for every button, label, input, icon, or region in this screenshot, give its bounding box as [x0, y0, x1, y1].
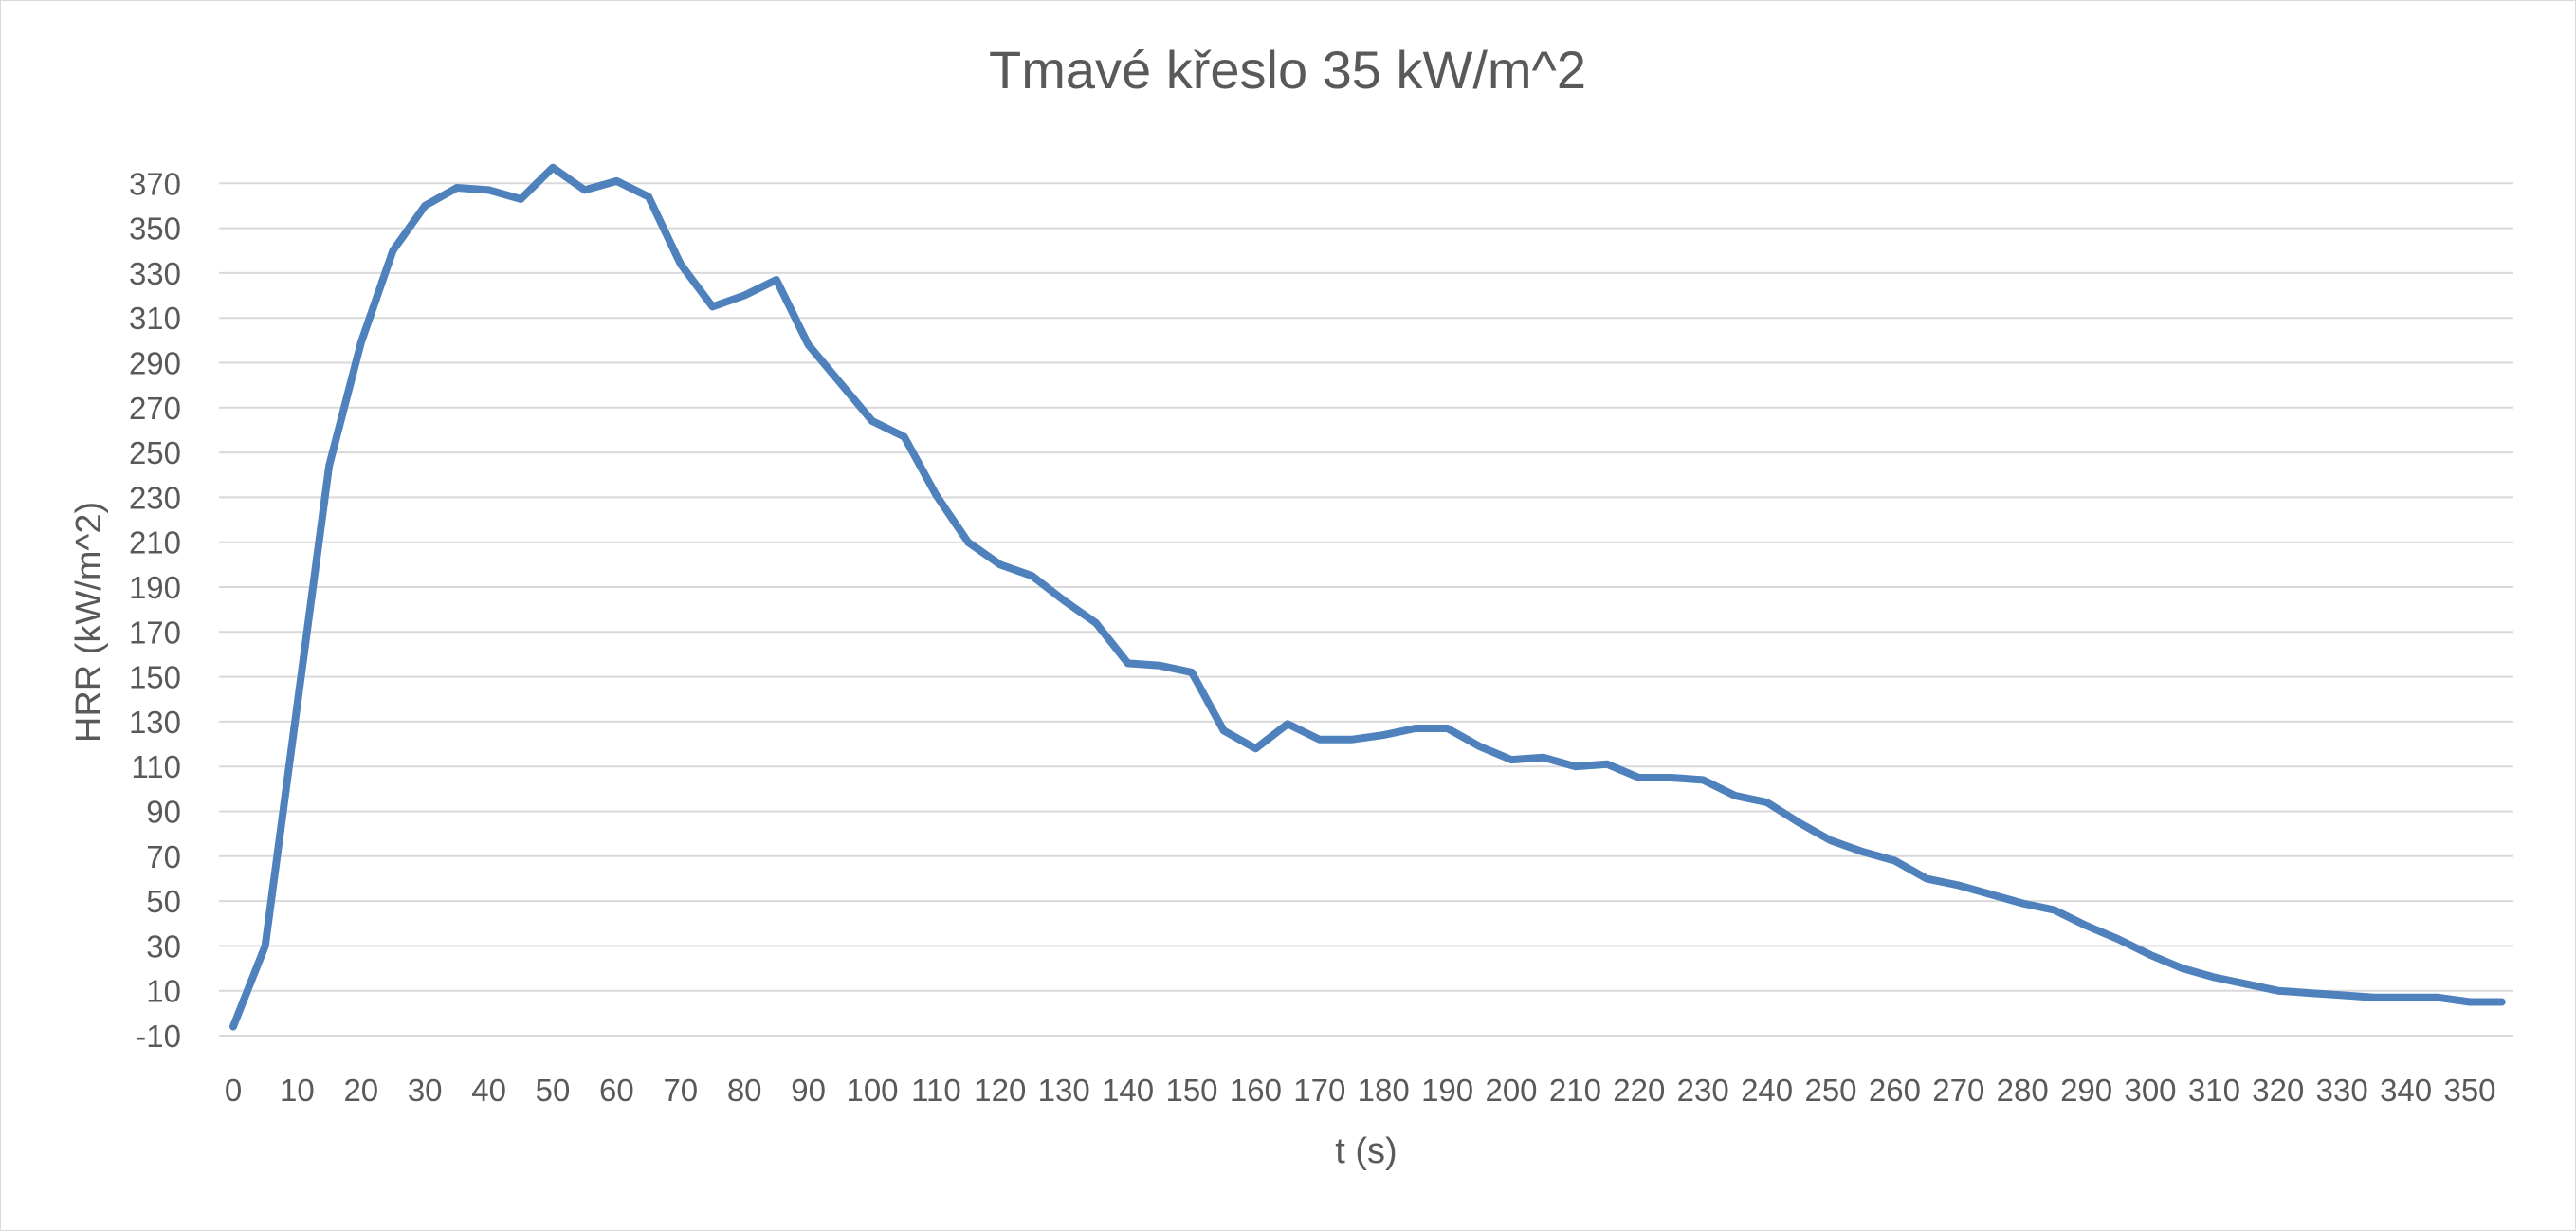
x-tick-label: 300	[2124, 1073, 2176, 1108]
x-tick-label: 330	[2316, 1073, 2368, 1108]
x-axis-tick-labels: 0 10 20 30 40 50 60 70 80 90 100 110 120 130 140 150 160…	[225, 1073, 2496, 1108]
x-tick-label: 20	[343, 1073, 378, 1108]
x-tick-label: 340	[2380, 1073, 2432, 1108]
x-tick-label: 270	[1932, 1073, 1984, 1108]
x-tick-label: 170	[1293, 1073, 1345, 1108]
x-tick-label: 290	[2060, 1073, 2112, 1108]
y-tick-label: 210	[129, 525, 181, 560]
x-tick-label: 190	[1421, 1073, 1473, 1108]
x-tick-label: 70	[663, 1073, 698, 1108]
x-tick-label: 220	[1613, 1073, 1665, 1108]
y-axis-title: HRR (kW/m^2)	[69, 502, 109, 743]
x-tick-label: 40	[471, 1073, 506, 1108]
y-tick-label: 110	[131, 749, 181, 784]
x-tick-label: 230	[1677, 1073, 1729, 1108]
x-tick-label: 310	[2188, 1073, 2240, 1108]
x-tick-label: 200	[1485, 1073, 1537, 1108]
x-tick-label: 240	[1741, 1073, 1793, 1108]
x-tick-label: 0	[225, 1073, 242, 1108]
x-tick-label: 110	[911, 1073, 961, 1108]
y-tick-label: 170	[129, 615, 181, 650]
y-tick-label: 270	[129, 391, 181, 426]
chart-title: Tmavé křeslo 35 kW/m^2	[989, 40, 1586, 100]
x-tick-label: 60	[599, 1073, 634, 1108]
y-tick-label: 150	[129, 660, 181, 695]
x-tick-label: 30	[408, 1073, 443, 1108]
y-tick-label: 30	[146, 928, 181, 964]
y-tick-label: 290	[129, 346, 181, 381]
x-tick-label: 280	[1997, 1073, 2049, 1108]
x-tick-label: 150	[1165, 1073, 1217, 1108]
y-tick-label: 70	[146, 839, 181, 874]
y-tick-label: 90	[146, 795, 181, 830]
x-tick-label: 320	[2252, 1073, 2304, 1108]
y-tick-label: 370	[129, 166, 181, 201]
x-tick-label: 120	[974, 1073, 1026, 1108]
y-tick-label: -10	[136, 1019, 181, 1054]
y-tick-label: 10	[146, 974, 181, 1009]
x-tick-label: 80	[727, 1073, 762, 1108]
y-tick-label: 50	[146, 884, 181, 919]
x-tick-label: 100	[846, 1073, 898, 1108]
x-tick-label: 50	[536, 1073, 571, 1108]
x-tick-label: 250	[1804, 1073, 1856, 1108]
x-axis-title: t (s)	[1335, 1131, 1397, 1171]
y-tick-label: 350	[129, 211, 181, 247]
y-tick-label: 250	[129, 435, 181, 470]
x-tick-label: 130	[1038, 1073, 1090, 1108]
y-tick-label: 330	[129, 256, 181, 291]
x-tick-label: 10	[280, 1073, 315, 1108]
x-tick-label: 140	[1102, 1073, 1154, 1108]
gridlines	[219, 182, 2513, 1037]
x-tick-label: 90	[791, 1073, 826, 1108]
x-tick-label: 210	[1549, 1073, 1601, 1108]
x-tick-label: 260	[1869, 1073, 1921, 1108]
y-axis-tick-labels: -10 10 30 50 70 90 110 130 150 170 190 210 230 250 270…	[129, 166, 181, 1054]
y-tick-label: 230	[129, 480, 181, 515]
y-tick-label: 310	[129, 301, 181, 336]
series-lines	[229, 163, 2506, 1031]
series-line	[229, 163, 2506, 1031]
x-tick-label: 180	[1358, 1073, 1410, 1108]
x-tick-label: 160	[1230, 1073, 1282, 1108]
y-tick-label: 130	[129, 705, 181, 740]
y-tick-label: 190	[129, 570, 181, 605]
x-tick-label: 350	[2443, 1073, 2495, 1108]
